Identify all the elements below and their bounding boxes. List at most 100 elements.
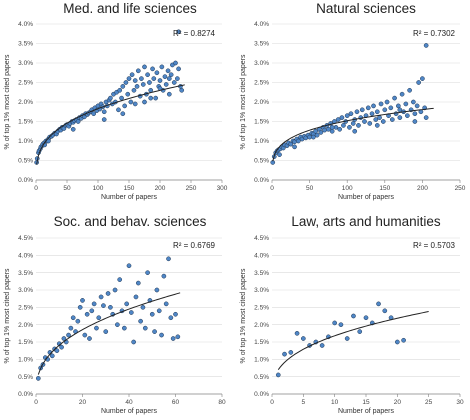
x-tick-label: 80	[218, 399, 226, 406]
data-point	[151, 76, 157, 81]
y-tick-label: 1.5%	[254, 119, 269, 126]
data-point	[423, 43, 429, 48]
data-point	[128, 310, 134, 315]
x-tick-label: 60	[172, 399, 180, 406]
data-point	[116, 107, 121, 113]
chart-title: Soc. and behav. sciences	[54, 214, 207, 229]
data-point	[344, 113, 350, 119]
data-point	[154, 70, 160, 76]
data-point	[101, 303, 106, 308]
y-tick-label: 1.5%	[18, 119, 33, 126]
data-point	[179, 87, 185, 93]
y-tick-label: 3.5%	[18, 270, 33, 277]
data-point	[326, 126, 331, 132]
data-point	[392, 95, 397, 101]
y-tick-label: 1.0%	[18, 138, 33, 145]
data-point	[129, 72, 135, 78]
data-point	[126, 263, 132, 269]
data-point	[124, 301, 130, 307]
x-tick-label: 50	[306, 185, 314, 192]
data-point	[411, 99, 416, 105]
data-point	[120, 111, 126, 117]
data-point	[108, 304, 113, 310]
data-point	[282, 351, 287, 357]
data-point	[371, 103, 376, 109]
data-point	[145, 72, 150, 78]
data-point	[91, 111, 97, 117]
x-tick-label: 0	[270, 399, 274, 406]
data-point	[337, 126, 343, 132]
y-tick-label: 3.5%	[254, 270, 269, 277]
data-point	[367, 121, 373, 126]
data-point	[329, 125, 335, 130]
y-tick-label: 2.0%	[254, 99, 269, 106]
data-point	[395, 103, 401, 109]
data-point	[98, 294, 104, 300]
data-point	[166, 76, 172, 81]
data-point	[75, 318, 81, 324]
data-point	[133, 294, 139, 300]
y-tick-label: 1.0%	[18, 357, 33, 364]
x-tick-label: 0	[270, 185, 274, 192]
chart-panel-2: Natural sciences 0.0% 0.5% 1.0% 1.5% 2.0% 2.5%…	[240, 1, 466, 201]
data-point	[138, 318, 143, 324]
y-tick-label: 3.0%	[18, 287, 33, 294]
data-point	[163, 82, 169, 87]
data-point	[397, 115, 403, 120]
x-tick-label: 10	[331, 399, 339, 406]
data-point	[147, 80, 152, 85]
data-point	[318, 130, 324, 135]
data-point	[153, 95, 159, 101]
data-point	[350, 121, 356, 126]
data-point	[94, 325, 99, 331]
data-point	[112, 287, 118, 293]
trend-line	[272, 107, 434, 162]
data-point	[152, 329, 157, 334]
data-point	[352, 128, 358, 134]
y-tick-label: 3.0%	[254, 287, 269, 294]
r-squared-label: R² = 0.8274	[173, 29, 216, 38]
data-point	[119, 95, 124, 101]
data-point	[351, 313, 356, 319]
y-tick-label: 0.0%	[18, 391, 33, 398]
y-axis-label: % of top 1% most cited papers	[240, 54, 247, 149]
y-tick-label: 4.0%	[18, 253, 33, 260]
y-tick-label: 2.5%	[18, 80, 33, 87]
chart-title: Natural sciences	[316, 1, 416, 16]
data-point	[166, 91, 172, 97]
data-point	[332, 320, 338, 326]
x-tick-label: 150	[124, 185, 135, 192]
data-point	[131, 339, 136, 345]
y-tick-label: 3.0%	[18, 60, 33, 67]
data-point	[84, 311, 90, 317]
x-tick-label: 30	[456, 399, 464, 406]
data-point	[373, 117, 379, 122]
data-point	[149, 311, 155, 317]
data-point	[176, 29, 181, 35]
data-point	[311, 134, 316, 140]
data-point	[105, 291, 111, 296]
data-point	[403, 101, 409, 107]
y-tick-label: 3.5%	[254, 41, 269, 48]
data-point	[423, 115, 429, 120]
data-point	[374, 123, 380, 128]
data-point	[101, 117, 107, 122]
data-point	[142, 99, 147, 105]
x-tick-label: 200	[417, 185, 428, 192]
data-point	[89, 308, 95, 314]
data-point	[163, 301, 169, 307]
data-point	[103, 329, 109, 334]
x-tick-label: 150	[379, 185, 390, 192]
data-point	[354, 109, 360, 115]
data-point	[154, 287, 160, 293]
data-point	[159, 332, 164, 338]
data-point	[412, 119, 418, 124]
data-point	[135, 68, 141, 74]
y-tick-label: 2.0%	[254, 322, 269, 329]
chart-panel-4: Law, arts and humanities 0.0% 0.5% 1.0% 1.5%…	[240, 214, 464, 415]
data-point	[117, 277, 123, 282]
x-tick-label: 300	[217, 185, 228, 192]
data-point	[322, 127, 327, 133]
x-tick-label: 5	[302, 399, 306, 406]
